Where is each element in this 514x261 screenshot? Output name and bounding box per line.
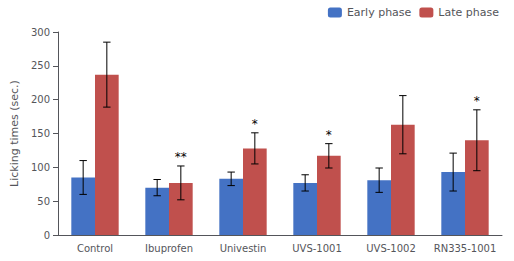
svg-text:250: 250 xyxy=(31,60,50,71)
svg-text:**: ** xyxy=(175,150,187,164)
svg-text:100: 100 xyxy=(31,162,50,173)
svg-text:Ibuprofen: Ibuprofen xyxy=(145,243,193,254)
svg-text:*: * xyxy=(326,128,332,142)
svg-text:RN335-1001: RN335-1001 xyxy=(434,243,497,254)
svg-text:Control: Control xyxy=(77,243,113,254)
svg-text:Licking times (sec.): Licking times (sec.) xyxy=(8,80,21,187)
svg-text:*: * xyxy=(252,117,258,131)
svg-text:Late phase: Late phase xyxy=(438,6,499,19)
svg-text:UVS-1001: UVS-1001 xyxy=(292,243,342,254)
svg-text:300: 300 xyxy=(31,27,50,38)
svg-text:150: 150 xyxy=(31,128,50,139)
svg-text:0: 0 xyxy=(44,230,50,241)
svg-text:200: 200 xyxy=(31,94,50,105)
svg-text:50: 50 xyxy=(37,196,50,207)
svg-text:*: * xyxy=(474,94,480,108)
svg-text:UVS-1002: UVS-1002 xyxy=(366,243,416,254)
svg-text:Univestin: Univestin xyxy=(220,243,267,254)
svg-text:Early phase: Early phase xyxy=(347,6,412,19)
